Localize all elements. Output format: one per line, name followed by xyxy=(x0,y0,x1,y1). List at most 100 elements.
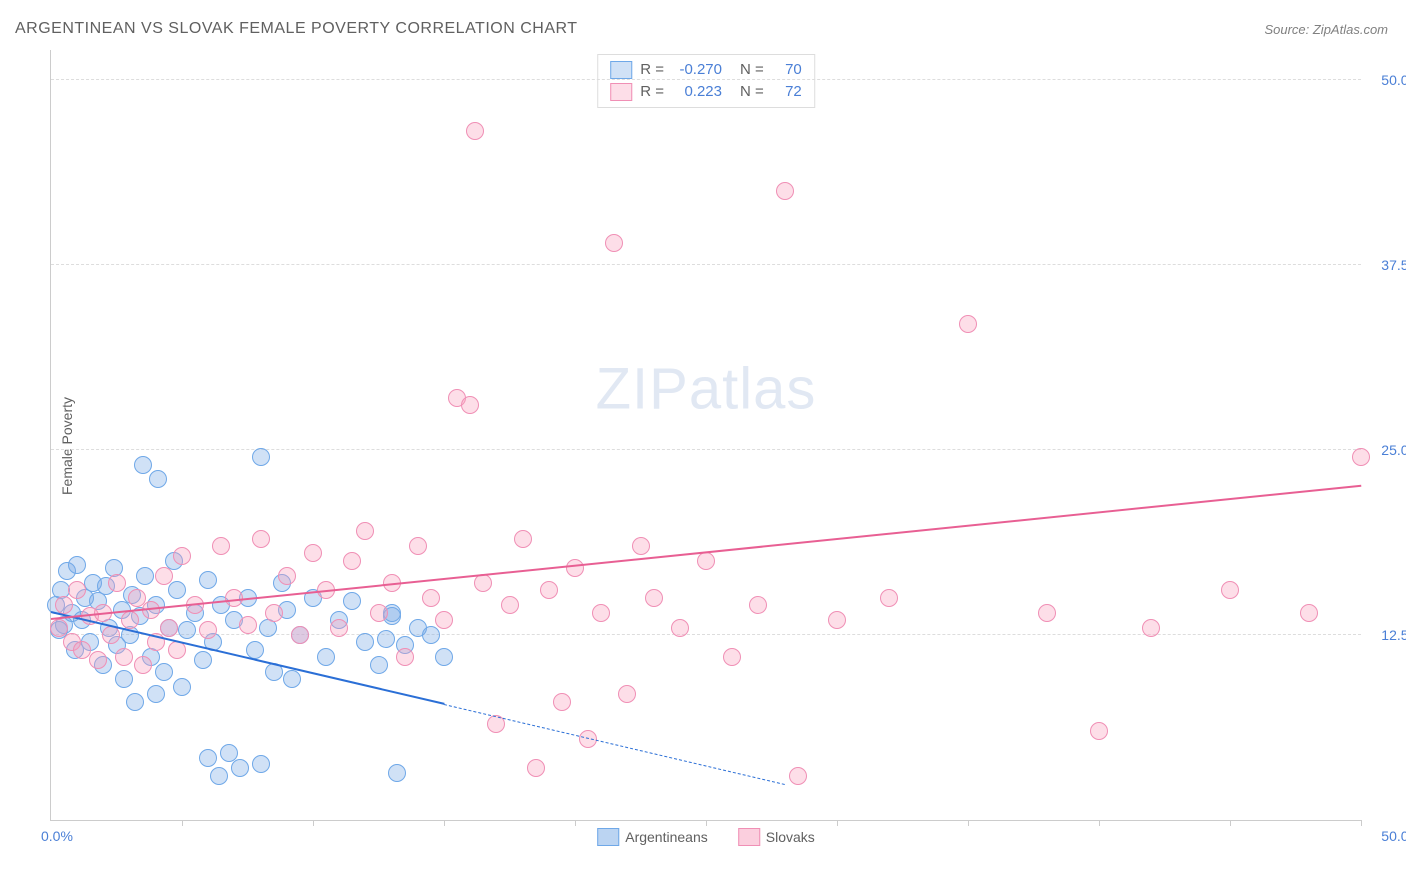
correlation-stats-box: R =-0.270N =70R =0.223N =72 xyxy=(597,54,815,108)
scatter-point xyxy=(155,663,173,681)
stat-n-value: 72 xyxy=(772,81,802,103)
scatter-point xyxy=(121,611,139,629)
scatter-point xyxy=(115,670,133,688)
scatter-point xyxy=(409,537,427,555)
x-tick xyxy=(1361,820,1362,826)
x-tick xyxy=(444,820,445,826)
scatter-point xyxy=(422,626,440,644)
y-tick-label: 12.5% xyxy=(1381,627,1406,643)
scatter-point xyxy=(959,315,977,333)
scatter-point xyxy=(50,619,68,637)
scatter-point xyxy=(527,759,545,777)
scatter-point xyxy=(370,656,388,674)
chart-title: ARGENTINEAN VS SLOVAK FEMALE POVERTY COR… xyxy=(15,20,578,38)
source-label: Source: ZipAtlas.com xyxy=(1264,22,1388,37)
y-tick-label: 25.0% xyxy=(1381,442,1406,458)
x-tick xyxy=(1230,820,1231,826)
scatter-point xyxy=(828,611,846,629)
x-tick xyxy=(968,820,969,826)
scatter-point xyxy=(283,670,301,688)
scatter-point xyxy=(199,621,217,639)
scatter-point xyxy=(514,530,532,548)
scatter-point xyxy=(501,596,519,614)
x-tick xyxy=(706,820,707,826)
scatter-point xyxy=(566,559,584,577)
scatter-chart: ZIPatlas R =-0.270N =70R =0.223N =72 0.0… xyxy=(50,50,1361,821)
gridline xyxy=(51,79,1361,80)
legend-swatch xyxy=(597,828,619,846)
scatter-point xyxy=(1221,581,1239,599)
scatter-point xyxy=(246,641,264,659)
scatter-point xyxy=(265,604,283,622)
scatter-point xyxy=(356,633,374,651)
scatter-point xyxy=(212,537,230,555)
scatter-point xyxy=(461,396,479,414)
scatter-point xyxy=(199,571,217,589)
x-axis-max-label: 50.0% xyxy=(1381,828,1406,844)
scatter-point xyxy=(330,619,348,637)
legend-swatch xyxy=(738,828,760,846)
scatter-point xyxy=(553,693,571,711)
scatter-point xyxy=(776,182,794,200)
legend-item: Argentineans xyxy=(597,828,708,846)
scatter-point xyxy=(388,764,406,782)
legend-label: Argentineans xyxy=(625,829,708,845)
scatter-point xyxy=(173,547,191,565)
scatter-point xyxy=(89,651,107,669)
x-tick xyxy=(313,820,314,826)
scatter-point xyxy=(697,552,715,570)
scatter-point xyxy=(789,767,807,785)
chart-legend: Argentineans Slovaks xyxy=(597,828,815,846)
x-axis-origin-label: 0.0% xyxy=(41,828,73,844)
legend-label: Slovaks xyxy=(766,829,815,845)
gridline xyxy=(51,264,1361,265)
stat-r-label: R = xyxy=(640,81,664,103)
scatter-point xyxy=(239,616,257,634)
scatter-point xyxy=(317,648,335,666)
scatter-point xyxy=(435,611,453,629)
scatter-point xyxy=(115,648,133,666)
scatter-point xyxy=(632,537,650,555)
scatter-point xyxy=(343,552,361,570)
scatter-point xyxy=(252,448,270,466)
x-tick xyxy=(182,820,183,826)
scatter-point xyxy=(178,621,196,639)
scatter-point xyxy=(1300,604,1318,622)
scatter-point xyxy=(126,693,144,711)
scatter-point xyxy=(149,470,167,488)
scatter-point xyxy=(343,592,361,610)
scatter-point xyxy=(1142,619,1160,637)
scatter-point xyxy=(173,678,191,696)
scatter-point xyxy=(136,567,154,585)
stat-n-label: N = xyxy=(740,81,764,103)
scatter-point xyxy=(194,651,212,669)
scatter-point xyxy=(466,122,484,140)
scatter-point xyxy=(155,567,173,585)
scatter-point xyxy=(396,648,414,666)
gridline xyxy=(51,634,1361,635)
scatter-point xyxy=(160,619,178,637)
y-tick-label: 50.0% xyxy=(1381,72,1406,88)
trend-line xyxy=(51,485,1361,620)
scatter-point xyxy=(540,581,558,599)
watermark-zip: ZIP xyxy=(596,356,689,421)
scatter-point xyxy=(291,626,309,644)
scatter-point xyxy=(1038,604,1056,622)
scatter-point xyxy=(1352,448,1370,466)
x-tick xyxy=(1099,820,1100,826)
scatter-point xyxy=(231,759,249,777)
legend-swatch xyxy=(610,61,632,79)
scatter-point xyxy=(210,767,228,785)
scatter-point xyxy=(671,619,689,637)
stat-row: R =0.223N =72 xyxy=(610,81,802,103)
scatter-point xyxy=(592,604,610,622)
scatter-point xyxy=(252,755,270,773)
scatter-point xyxy=(645,589,663,607)
scatter-point xyxy=(147,685,165,703)
scatter-point xyxy=(199,749,217,767)
x-tick xyxy=(837,820,838,826)
x-tick xyxy=(575,820,576,826)
scatter-point xyxy=(356,522,374,540)
scatter-point xyxy=(278,567,296,585)
scatter-point xyxy=(618,685,636,703)
